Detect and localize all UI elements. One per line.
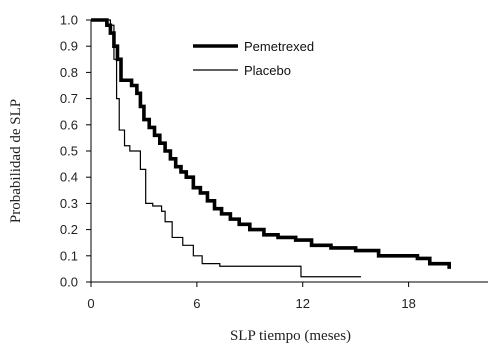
y-tick-label: 1.0 [60,13,78,28]
y-tick-label: 0.1 [60,248,78,263]
y-tick-label: 0.5 [60,144,78,159]
legend-label-pemetrexed: Pemetrexed [244,39,314,54]
y-tick-label: 0.4 [60,170,78,185]
series-layer [91,18,451,278]
x-tick-label: 18 [401,296,415,311]
y-tick-label: 0.9 [60,39,78,54]
legend-label-placebo: Placebo [244,63,291,78]
series-line-placebo [91,19,361,278]
y-tick-label: 0.3 [60,196,78,211]
y-tick-label: 0.6 [60,117,78,132]
x-tick-label: 6 [193,296,200,311]
series-line-pemetrexed [91,18,451,269]
x-tick-label: 12 [295,296,309,311]
x-axis-title: SLP tiempo (meses) [230,328,351,344]
axes: 0.0 0.1 0.2 0.3 0.4 0.5 0.6 0.7 0.8 0.9 1.0 0 6 12 18 [60,13,488,311]
y-axis-title: Probabilidad de SLP [8,99,24,223]
x-tick-label: 0 [87,296,94,311]
y-ticks: 0.0 0.1 0.2 0.3 0.4 0.5 0.6 0.7 0.8 0.9 1.0 [60,13,91,290]
legend: Pemetrexed Placebo [193,39,314,78]
y-tick-label: 0.8 [60,65,78,80]
y-tick-label: 0.2 [60,222,78,237]
x-ticks: 0 6 12 18 [87,282,416,311]
y-tick-label: 0.7 [60,91,78,106]
y-tick-label: 0.0 [60,275,78,290]
